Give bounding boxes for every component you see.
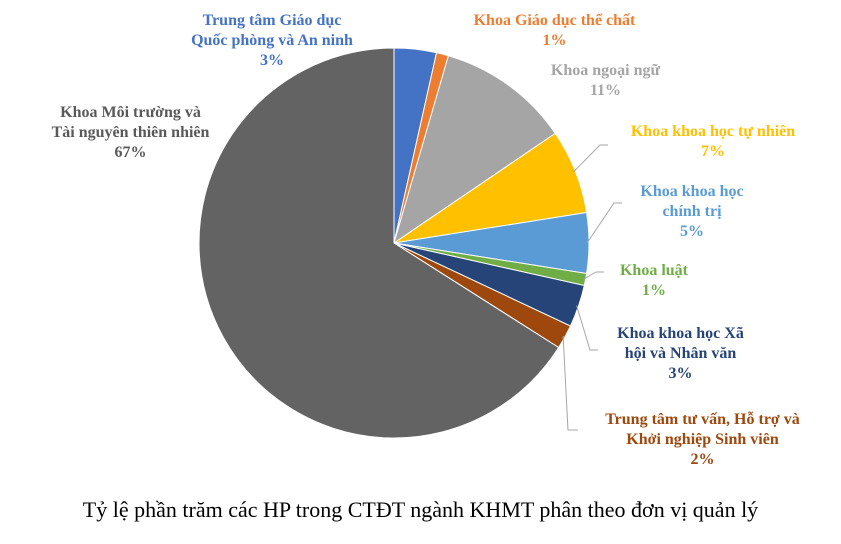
leader-line-luat [583, 271, 604, 280]
leader-line-tv [562, 335, 578, 431]
pie-slice-mt [198, 47, 560, 439]
label-moi-truong: Khoa Môi trường và Tài nguyên thiên nhiê… [51, 104, 210, 161]
label-xa-hoi: Khoa khoa học Xã hội và Nhân văn 3% [617, 325, 744, 382]
leader-line-ct [586, 202, 622, 244]
label-tu-nhien: Khoa khoa học tự nhiên 7% [630, 123, 796, 160]
leader-line-xh [576, 305, 598, 351]
leader-line-tn [573, 144, 608, 173]
label-luat: Khoa luật 1% [619, 262, 688, 299]
label-ngoai-ngu: Khoa ngoại ngữ 11% [550, 62, 661, 99]
label-tu-van: Trung tâm tư vấn, Hỗ trợ và Khởi nghiệp … [605, 411, 800, 468]
label-quoc-phong: Trung tâm Giáo dục Quốc phòng và An ninh… [191, 12, 353, 69]
label-chinh-tri: Khoa khoa học chính trị 5% [640, 183, 744, 240]
chart-caption: Tỷ lệ phần trăm các HP trong CTĐT ngành … [82, 497, 759, 522]
pie-chart [198, 47, 622, 439]
label-the-chat: Khoa Giáo dục thể chất 1% [473, 12, 636, 49]
pie-slice-nn [393, 55, 556, 245]
